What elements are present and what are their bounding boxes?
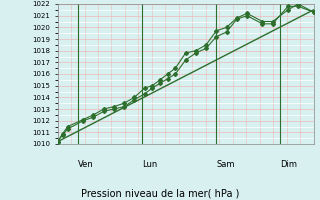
Text: Dim: Dim <box>280 160 297 169</box>
Text: Sam: Sam <box>216 160 235 169</box>
Text: Ven: Ven <box>78 160 94 169</box>
Text: Pression niveau de la mer( hPa ): Pression niveau de la mer( hPa ) <box>81 188 239 198</box>
Text: Lun: Lun <box>142 160 157 169</box>
